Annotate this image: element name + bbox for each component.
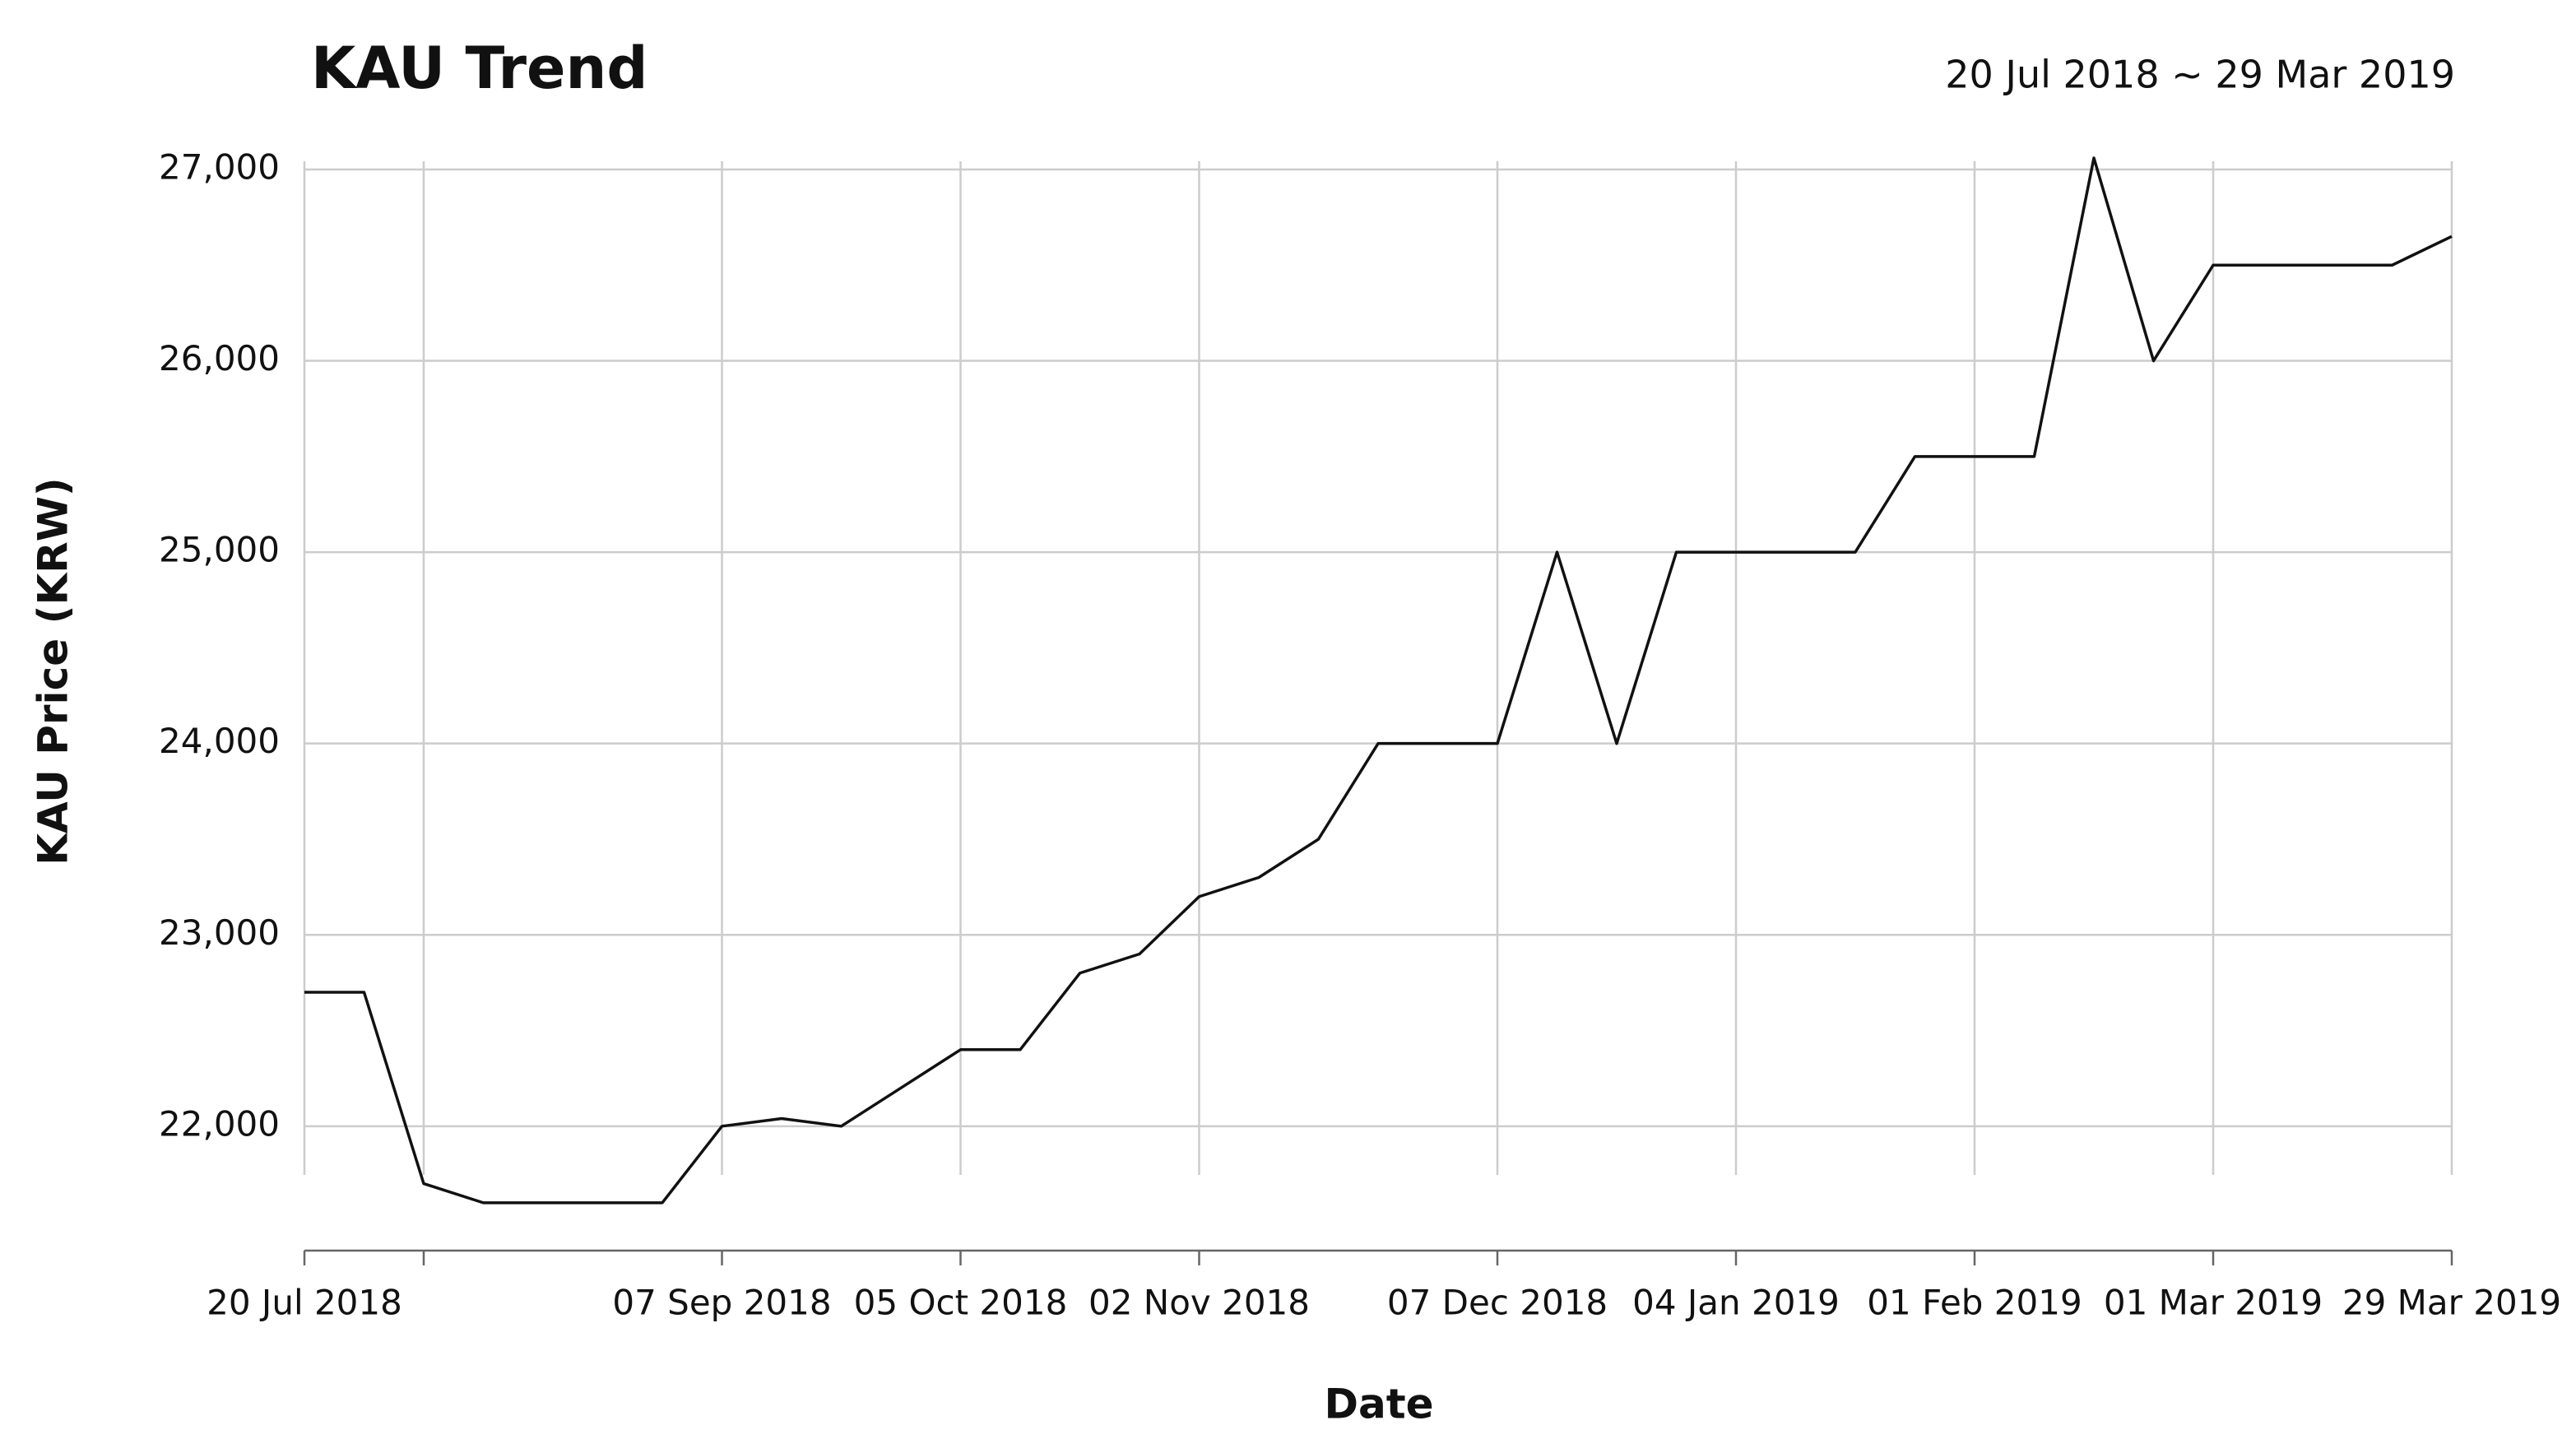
- y-axis-label: KAU Price (KRW): [30, 477, 77, 865]
- x-tick-label: 04 Jan 2019: [1632, 1283, 1840, 1323]
- x-axis-label: Date: [1324, 1381, 1433, 1428]
- y-tick-label: 24,000: [159, 721, 280, 761]
- x-tick-label: 20 Jul 2018: [207, 1283, 402, 1323]
- y-tick-label: 22,000: [159, 1103, 280, 1144]
- y-tick-label: 23,000: [159, 912, 280, 953]
- x-tick-label: 01 Feb 2019: [1867, 1283, 2082, 1323]
- y-tick-label: 25,000: [159, 530, 280, 570]
- x-tick-label: 07 Dec 2018: [1387, 1283, 1608, 1323]
- x-tick-label: 07 Sep 2018: [612, 1283, 831, 1323]
- x-tick-label: 01 Mar 2019: [2104, 1283, 2323, 1323]
- x-tick-label: 05 Oct 2018: [854, 1283, 1068, 1323]
- x-tick-label: 02 Nov 2018: [1088, 1283, 1310, 1323]
- chart-title: KAU Trend: [311, 35, 647, 102]
- chart-subtitle: 20 Jul 2018 ~ 29 Mar 2019: [1945, 53, 2455, 97]
- y-tick-label: 27,000: [159, 146, 280, 187]
- x-tick-label: 29 Mar 2019: [2342, 1283, 2561, 1323]
- price-line: [304, 156, 2453, 1205]
- y-tick-label: 26,000: [159, 338, 280, 378]
